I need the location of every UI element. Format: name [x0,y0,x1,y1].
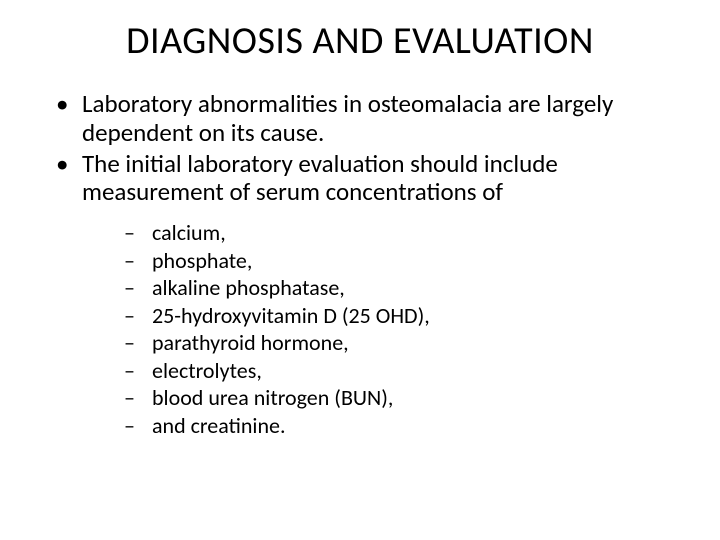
sub-bullet-text: phosphate, [152,247,252,274]
sub-bullet-item: phosphate, [82,247,670,275]
slide-title: DIAGNOSIS AND EVALUATION [50,18,670,64]
bullet-item: Laboratory abnormalities in osteomalacia… [50,90,670,148]
sub-bullet-text: and creatinine. [152,412,286,439]
sub-bullet-item: parathyroid hormone, [82,329,670,357]
sub-bullet-text: 25-hydroxyvitamin D (25 OHD), [152,302,430,329]
sub-bullet-item: 25-hydroxyvitamin D (25 OHD), [82,302,670,330]
sub-bullet-text: blood urea nitrogen (BUN), [152,384,393,411]
bullet-list: Laboratory abnormalities in osteomalacia… [50,90,670,439]
sub-bullet-item: electrolytes, [82,357,670,385]
sub-bullet-text: electrolytes, [152,357,262,384]
sub-bullet-text: parathyroid hormone, [152,329,349,356]
bullet-text: The initial laboratory evaluation should… [82,148,558,208]
sub-bullet-text: alkaline phosphatase, [152,274,345,301]
sub-bullet-item: alkaline phosphatase, [82,274,670,302]
bullet-item: The initial laboratory evaluation should… [50,150,670,440]
sub-bullet-text: calcium, [152,219,226,246]
sub-bullet-item: and creatinine. [82,412,670,440]
slide: DIAGNOSIS AND EVALUATION Laboratory abno… [0,0,720,540]
bullet-text: Laboratory abnormalities in osteomalacia… [82,88,613,148]
sub-bullet-list: calcium, phosphate, alkaline phosphatase… [82,219,670,439]
sub-bullet-item: calcium, [82,219,670,247]
sub-bullet-item: blood urea nitrogen (BUN), [82,384,670,412]
